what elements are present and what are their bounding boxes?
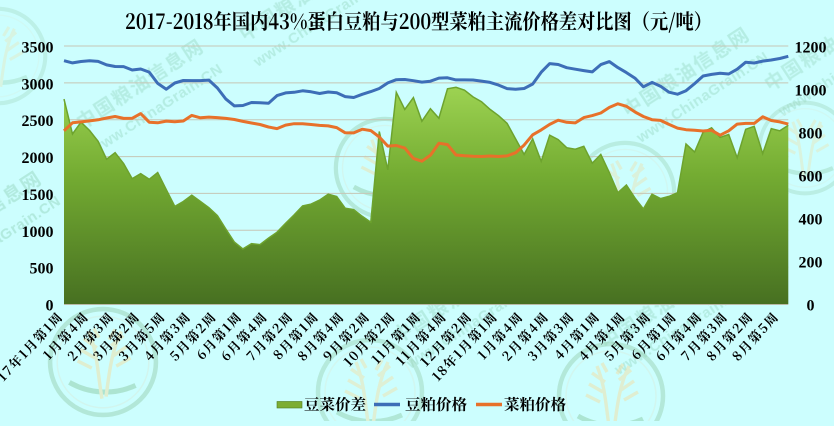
svg-text:1000: 1000 xyxy=(795,83,827,100)
svg-text:800: 800 xyxy=(799,126,823,143)
svg-text:200: 200 xyxy=(799,255,823,272)
svg-text:1000: 1000 xyxy=(22,224,54,241)
svg-text:3000: 3000 xyxy=(22,76,54,93)
svg-text:1500: 1500 xyxy=(22,187,54,204)
svg-text:0: 0 xyxy=(46,298,54,315)
svg-text:2500: 2500 xyxy=(22,113,54,130)
svg-text:2000: 2000 xyxy=(22,150,54,167)
svg-text:3500: 3500 xyxy=(22,40,54,57)
svg-text:600: 600 xyxy=(799,169,823,186)
svg-text:400: 400 xyxy=(799,212,823,229)
svg-text:500: 500 xyxy=(30,261,54,278)
svg-text:0: 0 xyxy=(807,298,815,315)
svg-text:1200: 1200 xyxy=(795,40,827,57)
